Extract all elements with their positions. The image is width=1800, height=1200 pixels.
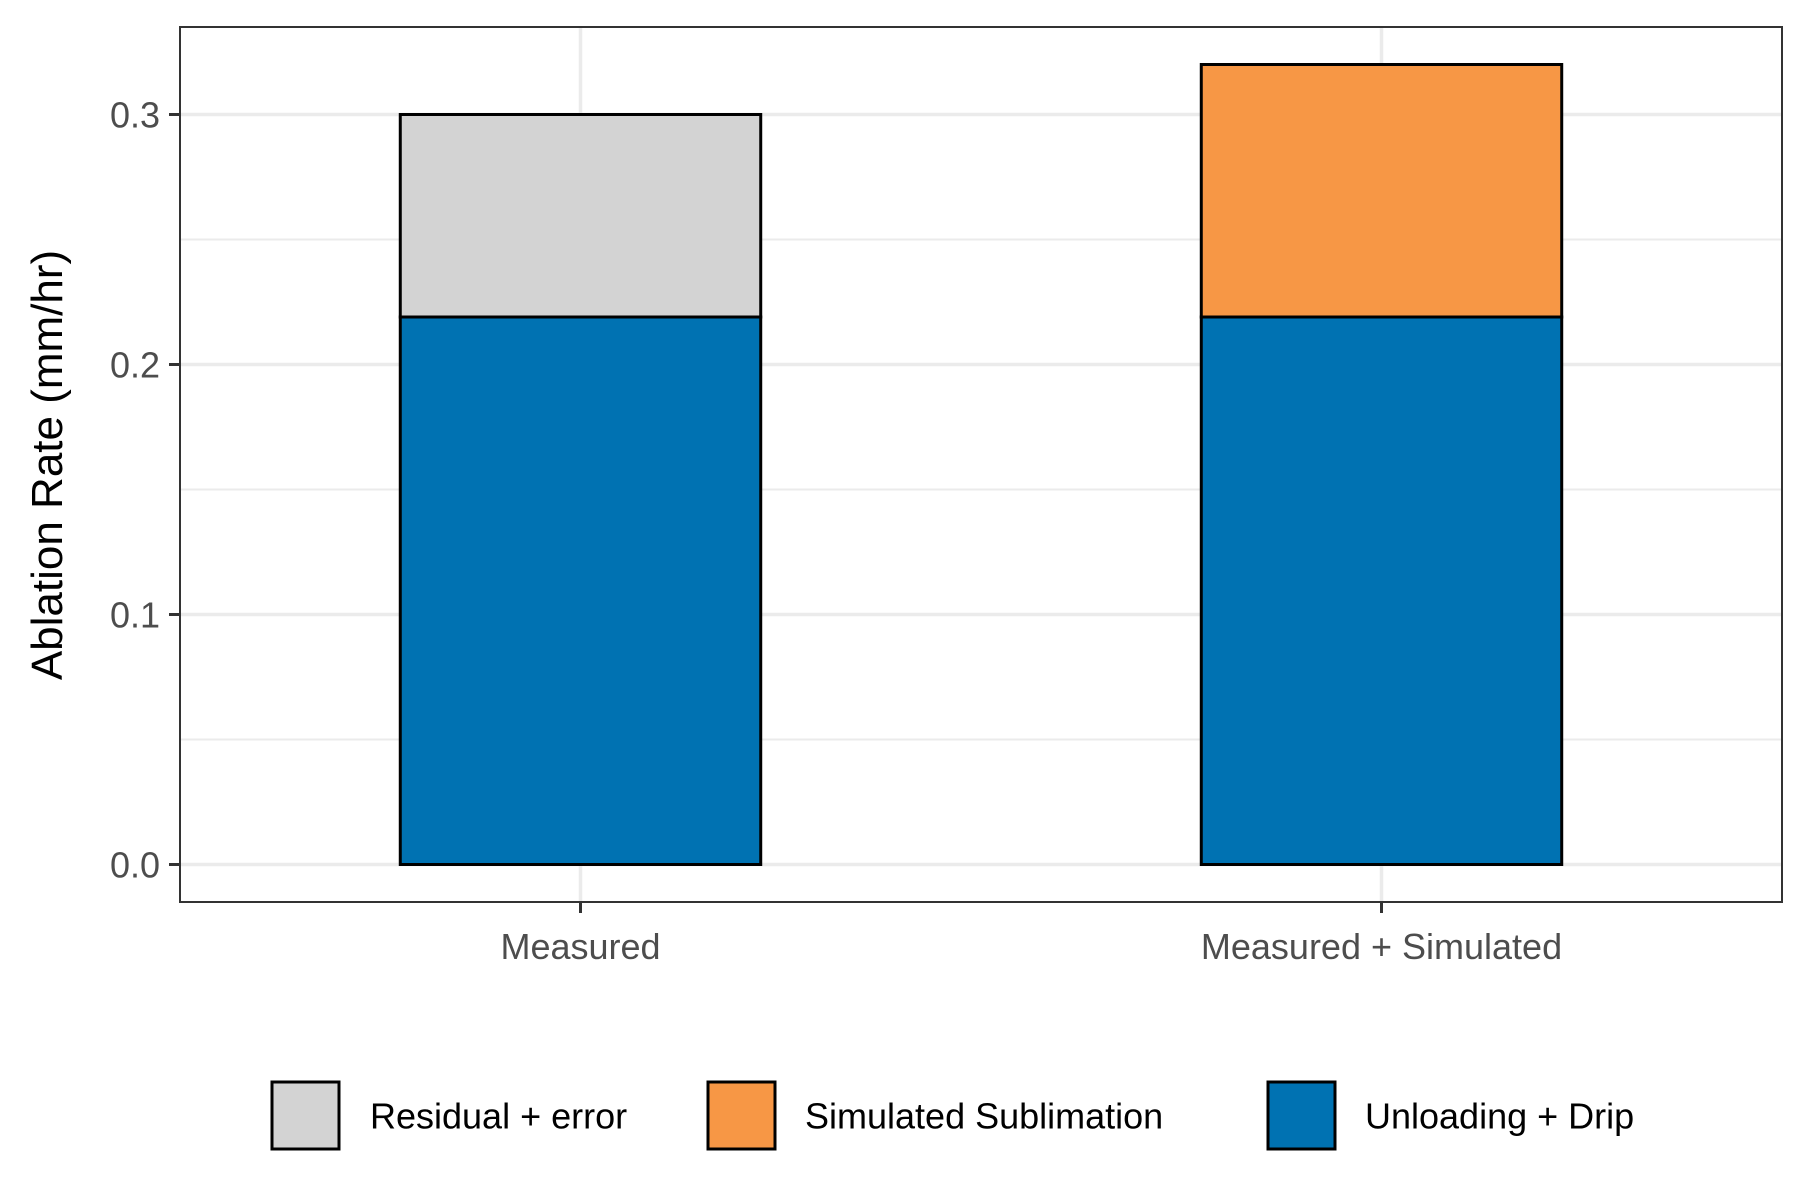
x-tick-label: Measured + Simulated — [1201, 926, 1562, 967]
legend-label: Residual + error — [370, 1096, 627, 1137]
bar-segment-residual-error — [398, 113, 763, 319]
legend-key — [1266, 1080, 1337, 1151]
plot-border — [179, 26, 1783, 903]
bars — [398, 63, 1564, 866]
y-tick-label: 0.2 — [110, 345, 160, 386]
x-tick-label: Measured — [500, 926, 660, 967]
legend-key — [706, 1080, 777, 1151]
y-axis-title: Ablation Rate (mm/hr) — [23, 250, 72, 680]
y-tick-label: 0.0 — [110, 845, 160, 886]
y-tick-label: 0.3 — [110, 95, 160, 136]
legend-key — [270, 1080, 341, 1151]
legend: Residual + error Simulated Sublimation Unl… — [270, 1080, 1634, 1151]
y-tick-label: 0.1 — [110, 595, 160, 636]
bar-segment-unloading-drip — [398, 315, 763, 866]
bar-segment-unloading-drip — [1199, 315, 1564, 866]
x-axis: Measured Measured + Simulated — [500, 902, 1562, 967]
legend-label: Simulated Sublimation — [805, 1096, 1163, 1137]
legend-label: Unloading + Drip — [1365, 1096, 1634, 1137]
bar-segment-simulated-sublimation — [1199, 63, 1564, 319]
y-axis: 0.0 0.1 0.2 0.3 — [110, 95, 180, 886]
